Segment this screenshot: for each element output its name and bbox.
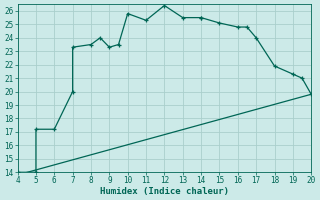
X-axis label: Humidex (Indice chaleur): Humidex (Indice chaleur) bbox=[100, 187, 229, 196]
